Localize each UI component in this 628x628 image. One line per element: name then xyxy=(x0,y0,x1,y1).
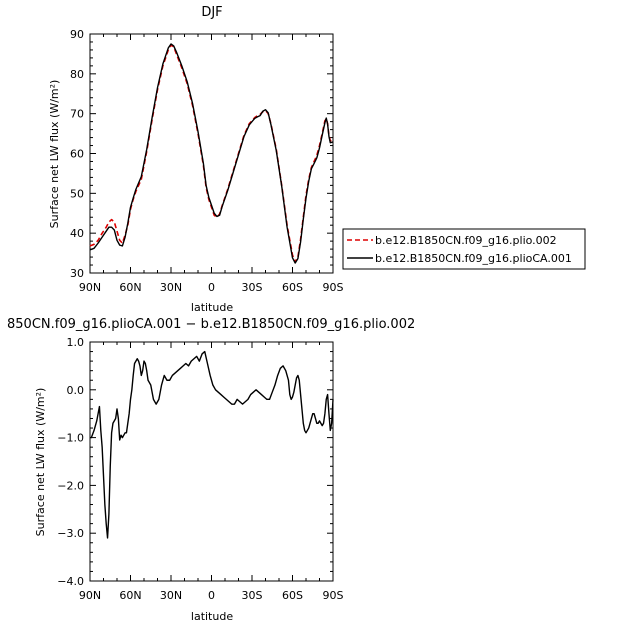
bottom-y-axis-label: Surface net LW flux (W/m²) xyxy=(34,388,47,537)
bottom-x-tick-label: 0 xyxy=(208,589,215,602)
bottom-x-tick-label: 30S xyxy=(242,589,263,602)
top-y-tick-label: 50 xyxy=(70,187,84,200)
legend-box xyxy=(342,228,586,270)
bottom-y-tick-label: 1.0 xyxy=(67,336,85,349)
bottom-x-tick-label: 90S xyxy=(323,589,344,602)
bottom-y-tick-label: 0.0 xyxy=(67,384,85,397)
bottom-y-tick-label: −4.0 xyxy=(57,575,84,588)
top-y-tick-label: 70 xyxy=(70,108,84,121)
top-x-axis-label: latitude xyxy=(191,301,233,314)
bottom-series-line-0 xyxy=(90,350,334,539)
top-chart: DJF 90N 60N 30N 0 30S 60S 90S 30 40 50 60 70 80 90 la… xyxy=(48,5,344,314)
top-y-tick-label: 60 xyxy=(70,148,84,161)
top-y-axis-label: Surface net LW flux (W/m²) xyxy=(48,80,61,229)
bottom-x-tick-label: 60N xyxy=(119,589,141,602)
bottom-y-tick-label: −2.0 xyxy=(57,479,84,492)
bottom-y-tick-label: −1.0 xyxy=(57,432,84,445)
bottom-y-tick-label: −3.0 xyxy=(57,527,84,540)
top-y-tick-label: 90 xyxy=(70,28,84,41)
top-x-tick-label: 90N xyxy=(79,281,101,294)
bottom-x-axis-label: latitude xyxy=(191,610,233,623)
top-x-tick-label: 0 xyxy=(208,281,215,294)
top-y-tick-label: 80 xyxy=(70,68,84,81)
top-chart-title: DJF xyxy=(201,5,222,20)
bottom-x-tick-label: 60S xyxy=(282,589,303,602)
top-x-tick-label: 30S xyxy=(242,281,263,294)
legend: b.e12.B1850CN.f09_g16.plio.002 b.e12.B18… xyxy=(342,228,586,270)
top-x-tick-label: 60S xyxy=(282,281,303,294)
top-x-tick-label: 90S xyxy=(323,281,344,294)
legend-entry-plio: b.e12.B1850CN.f09_g16.plio.002 xyxy=(375,234,557,247)
bottom-x-tick-label: 30N xyxy=(160,589,182,602)
bottom-x-tick-label: 90N xyxy=(79,589,101,602)
top-x-tick-label: 30N xyxy=(160,281,182,294)
bottom-chart-title: 850CN.f09_g16.plioCA.001 − b.e12.B1850CN… xyxy=(7,317,415,332)
top-y-tick-label: 40 xyxy=(70,227,84,240)
top-x-tick-label: 60N xyxy=(119,281,141,294)
legend-entry-plioca: b.e12.B1850CN.f09_g16.plioCA.001 xyxy=(375,252,572,265)
bottom-chart: 850CN.f09_g16.plioCA.001 − b.e12.B1850CN… xyxy=(7,317,415,623)
top-series-line-1 xyxy=(89,43,334,264)
top-plot-frame xyxy=(89,33,334,274)
top-y-tick-label: 30 xyxy=(70,267,84,280)
